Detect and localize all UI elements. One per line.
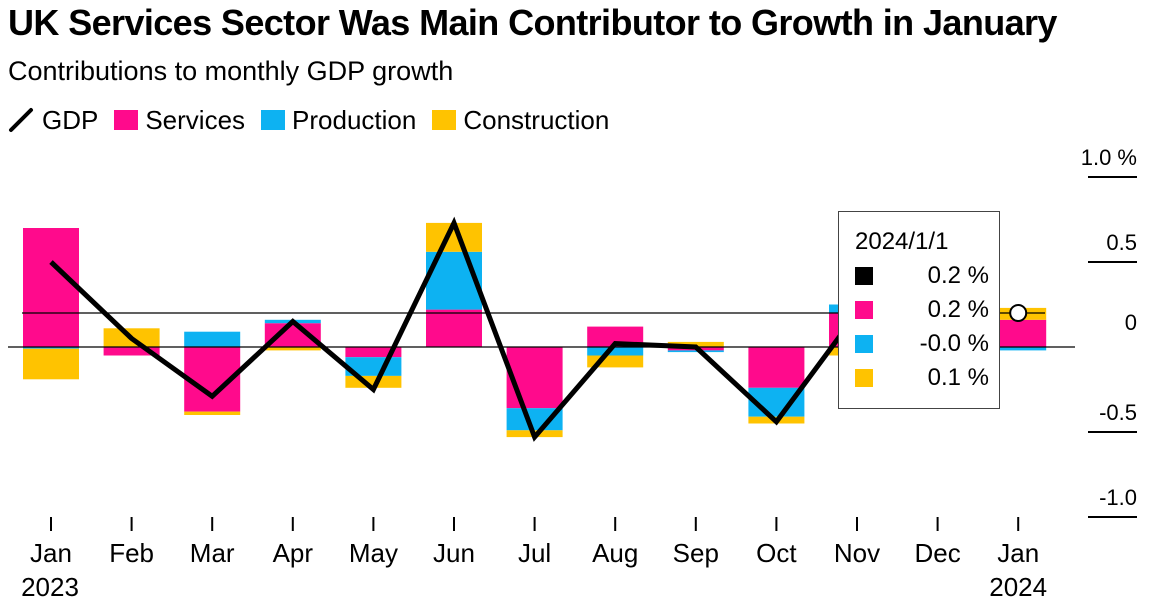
tooltip-value-production: -0.0 % (919, 330, 989, 357)
legend-entry-gdp[interactable]: GDP (8, 105, 98, 136)
x-tick-label-2: Mar (190, 538, 235, 568)
bar-construction-7[interactable] (587, 355, 644, 368)
bar-production-8[interactable] (667, 350, 724, 353)
x-tick-label-11: Dec (914, 538, 960, 568)
year-label-2023: 2023 (21, 572, 79, 602)
bar-production-6[interactable] (506, 408, 563, 431)
chart-subtitle: Contributions to monthly GDP growth (8, 56, 454, 86)
tooltip-value-construction: 0.1 % (927, 364, 989, 391)
chart-title: UK Services Sector Was Main Contributor … (8, 2, 1057, 43)
bar-production-12[interactable] (990, 347, 1047, 351)
x-tick-label-0: Jan (30, 538, 72, 568)
legend-entry-production[interactable]: Production (261, 105, 416, 136)
x-tick-label-3: Apr (273, 538, 314, 568)
legend-label-production: Production (292, 104, 417, 135)
bar-construction-3[interactable] (264, 347, 321, 351)
gdp-line-segment-0[interactable] (49, 216, 860, 442)
bar-construction-2[interactable] (184, 411, 241, 415)
tooltip-row-gdp: 0.2 % (855, 262, 989, 290)
x-tick-label-1: Feb (109, 538, 154, 568)
legend-entry-construction[interactable]: Construction (432, 105, 609, 136)
x-tick-label-10: Nov (834, 538, 880, 568)
bar-production-2[interactable] (184, 331, 241, 347)
legend-swatch-production (261, 110, 286, 130)
tooltip-swatch-construction (855, 369, 873, 387)
line-series-icon (9, 108, 33, 132)
bar-services-5[interactable] (426, 309, 482, 347)
x-tick-label-12: Jan (997, 538, 1039, 568)
y-tick-label-1: 0.5 (1106, 230, 1137, 255)
bar-services-6[interactable] (506, 347, 563, 409)
bar-construction-0[interactable] (23, 348, 79, 380)
tooltip-date: 2024/1/1 (855, 228, 949, 255)
tooltip-value-services: 0.2 % (927, 296, 989, 323)
legend-label-construction: Construction (463, 104, 610, 135)
bar-construction-4[interactable] (345, 375, 402, 388)
tooltip-row-services: 0.2 % (855, 296, 989, 324)
bar-services-3[interactable] (264, 323, 321, 347)
y-tick-label-4: -1.0 (1099, 485, 1137, 510)
tooltip-swatch-gdp (855, 267, 873, 285)
tooltip-swatch-production (855, 335, 873, 353)
x-tick-label-8: Sep (673, 538, 719, 568)
year-label-2024: 2024 (989, 572, 1047, 602)
bar-construction-8[interactable] (667, 341, 724, 347)
x-tick-label-9: Oct (756, 538, 797, 568)
legend-swatch-services (114, 110, 139, 130)
bar-production-0[interactable] (23, 347, 79, 349)
y-tick-label-3: -0.5 (1099, 400, 1137, 425)
bar-production-7[interactable] (587, 347, 644, 356)
legend-label-services: Services (145, 104, 246, 135)
bar-services-0[interactable] (23, 228, 79, 347)
hover-tooltip: 2024/1/1 0.2 % 0.2 % -0.0 % 0.1 % (838, 211, 1000, 409)
legend: GDP Services Production Construction (8, 104, 625, 136)
tooltip-value-gdp: 0.2 % (927, 262, 989, 289)
y-tick-label-0: 1.0 % (1081, 145, 1137, 170)
bar-services-1[interactable] (103, 347, 160, 356)
y-tick-label-2: 0 (1125, 310, 1137, 335)
x-tick-label-4: May (349, 538, 398, 568)
gdp-hover-marker[interactable] (1009, 304, 1028, 322)
legend-entry-services[interactable]: Services (114, 105, 245, 136)
x-tick-label-6: Jul (518, 538, 551, 568)
x-tick-label-7: Aug (592, 538, 638, 568)
bar-services-4[interactable] (345, 347, 402, 358)
x-tick-label-5: Jun (433, 538, 475, 568)
legend-label-gdp: GDP (42, 104, 99, 135)
tooltip-swatch-services (855, 301, 873, 319)
legend-swatch-construction (432, 110, 457, 130)
tooltip-row-construction: 0.1 % (855, 364, 989, 392)
bar-services-9[interactable] (748, 347, 805, 388)
tooltip-row-production: -0.0 % (855, 330, 989, 358)
